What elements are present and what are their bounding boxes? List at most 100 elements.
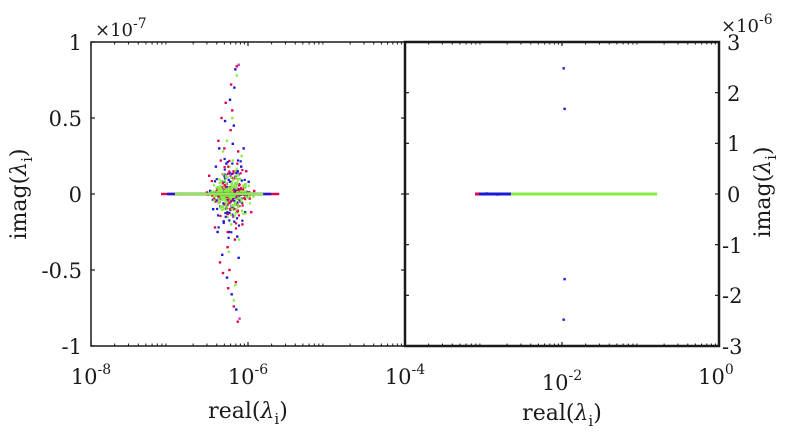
data-point bbox=[242, 212, 245, 215]
data-point bbox=[638, 192, 641, 196]
data-point bbox=[220, 194, 223, 197]
data-point bbox=[538, 192, 541, 196]
data-point bbox=[219, 187, 222, 191]
data-point bbox=[498, 192, 501, 196]
data-point bbox=[244, 212, 247, 215]
data-point bbox=[509, 192, 512, 196]
data-point bbox=[165, 192, 168, 196]
right-x-tick-label: 10-4 bbox=[385, 362, 425, 389]
data-point bbox=[520, 192, 523, 196]
data-point bbox=[216, 230, 219, 234]
data-point bbox=[227, 165, 230, 168]
data-point bbox=[643, 192, 646, 196]
data-point bbox=[233, 220, 236, 223]
data-point bbox=[646, 192, 649, 196]
data-point bbox=[235, 74, 238, 77]
data-point bbox=[212, 190, 215, 193]
data-point bbox=[524, 192, 527, 196]
data-point bbox=[234, 68, 237, 71]
data-point bbox=[234, 184, 238, 187]
data-point bbox=[604, 192, 607, 196]
data-point bbox=[535, 192, 538, 196]
data-point bbox=[562, 318, 565, 321]
right-y-tick-label: 3 bbox=[727, 31, 740, 55]
data-point bbox=[169, 192, 172, 196]
data-point bbox=[241, 219, 244, 222]
data-point bbox=[488, 192, 491, 196]
data-point bbox=[224, 101, 227, 104]
data-point bbox=[566, 192, 569, 196]
data-point bbox=[228, 201, 231, 205]
data-point bbox=[213, 192, 216, 196]
data-point bbox=[236, 178, 240, 182]
data-point bbox=[565, 192, 568, 196]
data-point bbox=[653, 192, 656, 196]
data-point bbox=[222, 220, 225, 223]
data-point bbox=[530, 192, 533, 196]
data-point bbox=[209, 189, 212, 193]
data-point bbox=[237, 192, 240, 196]
data-point bbox=[223, 168, 226, 171]
data-point bbox=[236, 235, 239, 238]
data-point bbox=[227, 192, 230, 196]
right-y-tick-label: -3 bbox=[722, 335, 742, 359]
left-y-tick-label: 0 bbox=[69, 183, 82, 207]
left-y-tick-label: 0.5 bbox=[49, 107, 82, 131]
data-point bbox=[556, 192, 559, 196]
data-point bbox=[226, 203, 229, 206]
data-point bbox=[224, 185, 227, 188]
data-point bbox=[231, 206, 234, 209]
data-point bbox=[195, 192, 198, 196]
data-point bbox=[252, 195, 255, 198]
data-point bbox=[223, 194, 226, 198]
data-point bbox=[217, 226, 220, 229]
data-point bbox=[237, 214, 241, 217]
data-point bbox=[626, 192, 629, 196]
data-point bbox=[238, 198, 241, 201]
data-point bbox=[215, 207, 219, 211]
data-point bbox=[243, 183, 246, 186]
data-point bbox=[219, 214, 222, 218]
data-point bbox=[247, 184, 250, 187]
data-point bbox=[533, 192, 536, 196]
data-point bbox=[514, 192, 517, 196]
data-point bbox=[497, 192, 500, 196]
data-point bbox=[235, 192, 238, 196]
data-point bbox=[595, 192, 598, 196]
data-point bbox=[563, 277, 566, 281]
data-point bbox=[227, 236, 230, 239]
data-point bbox=[250, 211, 253, 214]
data-point bbox=[230, 181, 233, 184]
data-point bbox=[218, 261, 222, 264]
data-point bbox=[238, 189, 241, 192]
data-point bbox=[230, 204, 234, 208]
data-point bbox=[241, 223, 244, 226]
data-point bbox=[257, 192, 260, 196]
data-point bbox=[224, 199, 227, 202]
data-point bbox=[226, 212, 229, 216]
data-point bbox=[247, 192, 250, 196]
data-point bbox=[224, 215, 227, 218]
data-point bbox=[228, 194, 231, 197]
data-point bbox=[217, 192, 220, 196]
data-point bbox=[231, 208, 234, 211]
data-point bbox=[229, 83, 233, 86]
data-point bbox=[211, 198, 214, 201]
data-point bbox=[225, 276, 229, 279]
data-point bbox=[608, 192, 611, 196]
data-point bbox=[236, 320, 239, 323]
data-point bbox=[214, 165, 218, 168]
data-point bbox=[244, 190, 247, 193]
data-point bbox=[623, 192, 626, 196]
data-point bbox=[217, 202, 220, 205]
data-point bbox=[590, 192, 593, 196]
data-point bbox=[240, 198, 243, 201]
data-point bbox=[233, 238, 237, 241]
data-point bbox=[577, 192, 580, 196]
data-point bbox=[629, 192, 632, 196]
left-y-multiplier: ×10-7 bbox=[95, 16, 147, 41]
data-point bbox=[219, 206, 222, 209]
data-point bbox=[167, 192, 170, 196]
data-point bbox=[227, 198, 230, 201]
data-point bbox=[649, 192, 652, 196]
